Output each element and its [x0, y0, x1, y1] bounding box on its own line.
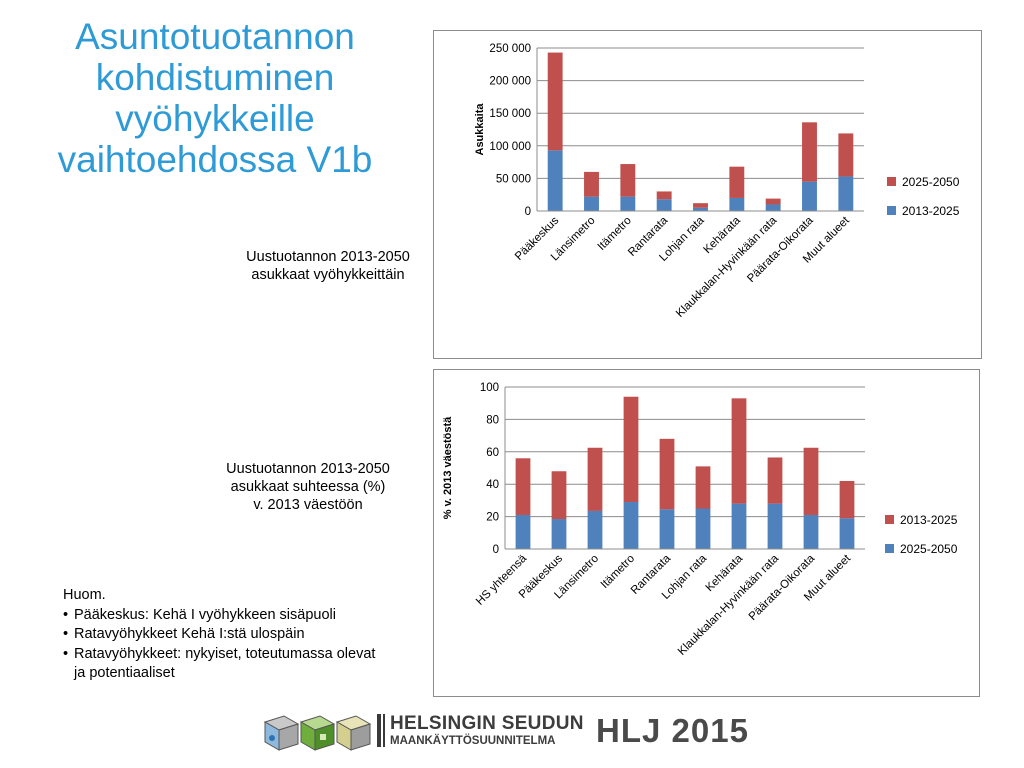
chart1-bar	[802, 181, 817, 211]
chart1-bar	[547, 52, 563, 151]
chart1-legend-label: 2013-2025	[902, 204, 960, 218]
chart2-xtick-label: Päärata-Oikorata	[747, 552, 818, 623]
footer-divider	[377, 714, 381, 747]
logo-tiles	[263, 715, 372, 751]
chart2-bar	[551, 519, 567, 549]
chart1-bar	[838, 176, 854, 211]
chart1-bar	[693, 207, 708, 211]
chart1-bar	[620, 164, 636, 197]
note-continuation: ja potentiaaliset	[74, 665, 175, 681]
note-item: • Ratavyöhykkeet: nykyiset, toteutumassa …	[63, 645, 375, 665]
cube-icon	[335, 715, 372, 751]
chart2-bar	[623, 396, 639, 503]
note-item-text: Pääkeskus: Kehä I vyöhykkeen sisäpuoli	[74, 606, 336, 623]
chart2-ytick-label: 0	[493, 544, 499, 556]
green-map-tile-icon	[299, 715, 336, 751]
footer-logos	[262, 712, 374, 752]
chart2-bar	[731, 503, 747, 549]
chart2-bar	[731, 398, 747, 504]
chart1-ytick-label: 150 000	[489, 108, 531, 120]
chart1-bar	[656, 199, 672, 211]
chart1-bar	[838, 133, 854, 177]
note-item-text: Ratavyöhykkeet: nykyiset, toteutumassa o…	[74, 645, 376, 662]
chart2-caption-line: Uustuotannon 2013-2050	[226, 461, 390, 477]
chart1-ytick-label: 100 000	[489, 141, 531, 153]
bullet: •	[63, 645, 69, 662]
chart1-bar	[729, 166, 745, 198]
chart2-bar	[695, 508, 711, 549]
bullet: •	[63, 606, 69, 623]
chart1-bar	[765, 198, 781, 205]
chart1-caption-line: Uustuotannon 2013-2050	[246, 249, 410, 265]
chart1-caption: Uustuotannon 2013-2050 asukkaat vyöhykke…	[222, 248, 434, 284]
footer-divider	[383, 714, 385, 747]
footer-org-subtitle: MAANKÄYTTÖSUUNNITELMA	[390, 735, 556, 747]
chart1-bar	[620, 196, 636, 211]
chart2-bar	[803, 514, 819, 549]
chart1-ytick-label: 200 000	[489, 76, 531, 88]
chart1-legend-label: 2025-2050	[902, 175, 960, 189]
footer-org-name: HELSINGIN SEUDUN	[390, 713, 584, 734]
slide-title: Asuntotuotannon kohdistuminen vyöhykkeil…	[57, 16, 373, 180]
note-item: • Pääkeskus: Kehä I vyöhykkeen sisäpuoli	[63, 606, 375, 626]
chart2-bar	[803, 447, 819, 515]
chart2-bar	[587, 510, 603, 549]
chart1-ytick-label: 0	[525, 206, 531, 218]
chart2-bar	[839, 480, 855, 519]
chart2-caption: Uustuotannon 2013-2050 asukkaat suhteess…	[208, 460, 408, 514]
chart2-bar	[839, 518, 855, 549]
note-heading: Huom.	[63, 587, 106, 603]
chart1-bar	[802, 122, 817, 182]
chart1-caption-line: asukkaat vyöhykkeittäin	[251, 267, 405, 283]
bullet: •	[63, 626, 69, 642]
chart1-container: 0 50 000 100 000 150 000 200 000 250 000 Asukk…	[433, 30, 982, 359]
note-item: • Ratavyöhykkeet Kehä I:stä ulospäin	[63, 625, 375, 645]
chart2-ytick-label: 80	[486, 414, 499, 426]
chart2-bar	[659, 438, 675, 510]
chart2-bar	[659, 509, 675, 549]
chart1-bar	[729, 197, 745, 211]
chart2-bar	[695, 466, 711, 509]
chart2-caption-line: asukkaat suhteessa (%)	[230, 479, 386, 495]
chart1-bar	[693, 203, 708, 208]
chart1-ylabel: Asukkaita	[474, 103, 486, 156]
chart2-caption-line: v. 2013 väestöön	[253, 497, 363, 513]
chart2-bar	[767, 503, 783, 549]
note-block: Huom. • Pääkeskus: Kehä I vyöhykkeen sisä…	[63, 586, 375, 684]
chart1-legend-swatch	[887, 206, 896, 215]
chart2-bar	[551, 471, 567, 520]
chart2-bar	[767, 457, 783, 504]
chart2-ytick-label: 60	[486, 447, 499, 459]
chart2-ylabel: % v. 2013 väestöstä	[442, 416, 454, 519]
chart1-bar	[547, 150, 563, 211]
chart1-svg: 0 50 000 100 000 150 000 200 000 250 000 Asukk…	[474, 43, 960, 320]
chart1-bar	[765, 204, 781, 211]
chart2-bar	[587, 447, 603, 511]
note-item-text: Ratavyöhykkeet Kehä I:stä ulospäin	[74, 626, 305, 642]
chart2-bar	[623, 502, 639, 549]
chart1-bar	[656, 191, 672, 200]
chart2-container: 0 20 40 60 80 100 % v. 2013 väestöstä HS yhteen…	[433, 369, 980, 697]
chart2-xtick-label: HS yhteensä	[474, 552, 529, 607]
chart2-legend-swatch	[885, 515, 894, 524]
chart2-ytick-label: 20	[486, 512, 499, 524]
chart2-legend-label: 2025-2050	[900, 542, 958, 556]
footer-brand: HLJ 2015	[596, 712, 749, 749]
chart1-ytick-label: 250 000	[489, 43, 531, 55]
chart1-xtick-label: Päärata-Oikorata	[745, 214, 816, 285]
map-tile-icon	[263, 715, 300, 751]
chart1-bar	[584, 171, 599, 197]
chart2-bar	[515, 458, 531, 515]
chart2-ytick-label: 100	[480, 382, 499, 394]
chart2-legend-label: 2013-2025	[900, 513, 958, 527]
chart2-bar	[515, 514, 531, 549]
chart1-ytick-label: 50 000	[496, 173, 531, 185]
chart1-legend-swatch	[887, 177, 896, 186]
chart2-ytick-label: 40	[486, 479, 499, 491]
chart2-legend-swatch	[885, 544, 894, 553]
chart2-svg: 0 20 40 60 80 100 % v. 2013 väestöstä HS yhteen…	[442, 382, 958, 658]
chart1-bar	[584, 196, 599, 211]
